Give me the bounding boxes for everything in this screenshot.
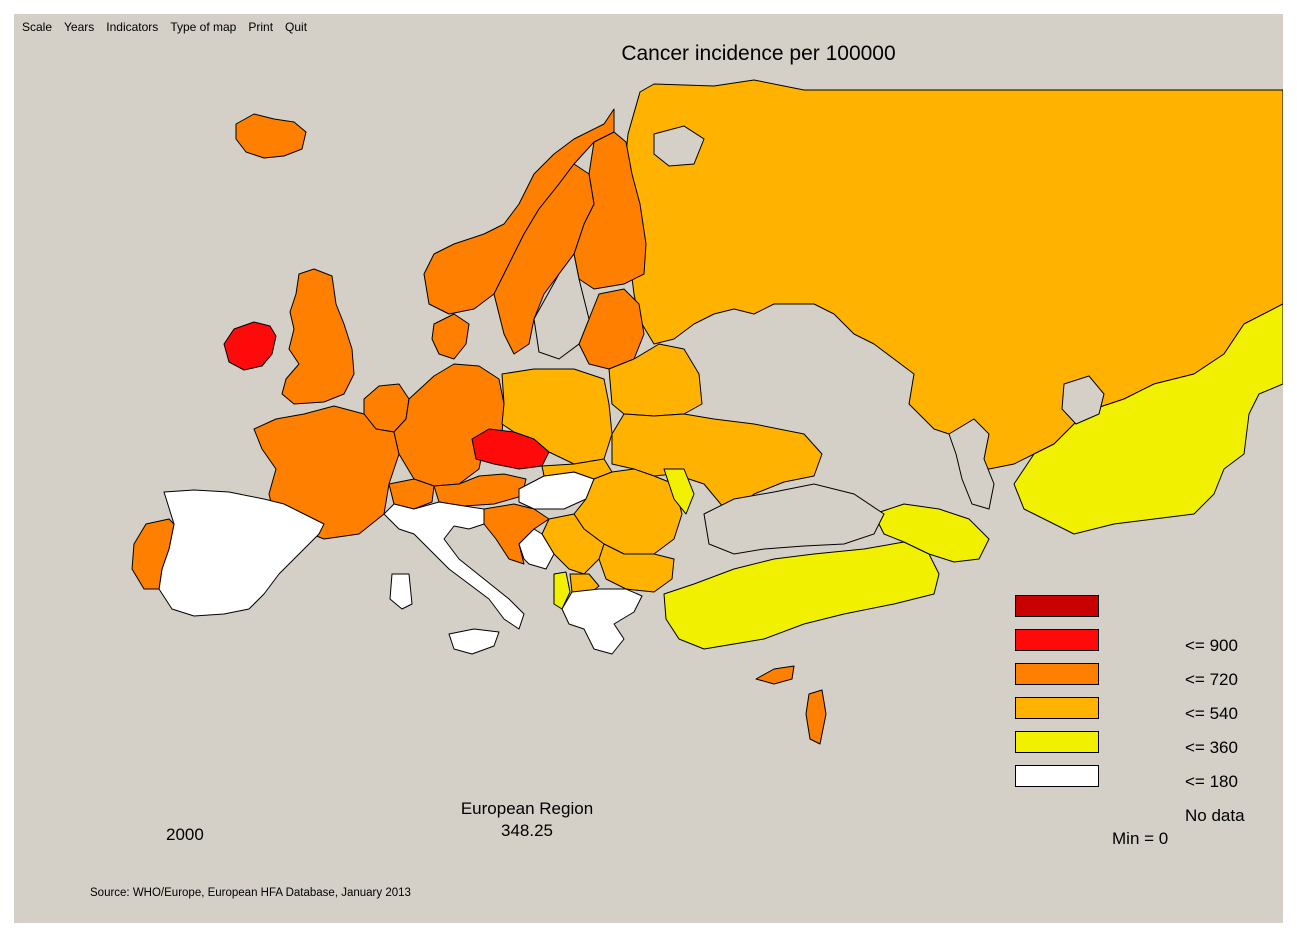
region-portugal[interactable] [131, 518, 175, 590]
menu-indicators[interactable]: Indicators [106, 20, 159, 34]
legend-label-180: <= 180 [1185, 772, 1238, 791]
legend-swatch-720-900 [1015, 629, 1099, 651]
europe-map [131, 79, 1283, 745]
menu-bar: Scale Years Indicators Type of map Print… [22, 20, 307, 36]
region-baltics[interactable] [578, 288, 645, 370]
region-united-kingdom[interactable] [281, 268, 355, 405]
region-germany[interactable] [393, 363, 505, 487]
legend-label-540: <= 540 [1185, 704, 1238, 723]
min-label: Min = 0 [1112, 829, 1169, 848]
year-label: 2000 [166, 825, 204, 844]
region-albania[interactable] [553, 571, 571, 610]
region-sicily[interactable] [448, 628, 500, 655]
region-denmark[interactable] [431, 313, 470, 360]
legend-label-360: <= 360 [1185, 738, 1238, 757]
region-ireland[interactable] [223, 321, 277, 371]
region-moldova[interactable] [663, 468, 695, 515]
legend-swatch-540-720 [1015, 663, 1099, 685]
region-caucasus[interactable] [873, 503, 990, 563]
region-sweden[interactable] [493, 163, 595, 355]
white-sea [653, 125, 705, 167]
menu-print[interactable]: Print [248, 20, 274, 34]
region-name: European Region [460, 799, 594, 818]
map-window: Scale Years Indicators Type of map Print… [14, 14, 1283, 923]
caspian-sea [948, 418, 995, 510]
legend-label-900: <= 900 [1185, 636, 1238, 655]
region-bosnia[interactable] [518, 528, 555, 570]
map-title: Cancer incidence per 100000 [621, 42, 896, 65]
legend-label-720: <= 720 [1185, 670, 1238, 689]
region-israel[interactable] [805, 689, 827, 745]
region-sardinia[interactable] [389, 573, 413, 610]
region-kazakhstan[interactable] [1013, 303, 1283, 535]
legend-swatch-360-540 [1015, 697, 1099, 719]
region-turkey[interactable] [663, 541, 940, 650]
region-greece[interactable] [561, 588, 643, 655]
region-value: 348.25 [501, 821, 553, 840]
aral-sea [1061, 375, 1105, 425]
region-france[interactable] [253, 405, 400, 540]
legend-label-no-data: No data [1185, 806, 1245, 825]
black-sea [703, 483, 885, 555]
legend-swatch-900-plus [1015, 595, 1099, 617]
region-italy[interactable] [383, 501, 525, 630]
menu-scale[interactable]: Scale [22, 20, 53, 34]
menu-quit[interactable]: Quit [285, 20, 308, 34]
region-belarus[interactable] [608, 343, 703, 417]
region-bulgaria[interactable] [598, 543, 675, 593]
menu-years[interactable]: Years [64, 20, 95, 34]
region-cyprus[interactable] [755, 665, 795, 685]
region-czech-republic[interactable] [471, 428, 550, 470]
menu-type-of-map[interactable]: Type of map [170, 20, 237, 34]
source-label: Source: WHO/Europe, European HFA Databas… [90, 887, 411, 899]
legend-swatch-0-180 [1015, 765, 1099, 787]
region-iceland[interactable] [235, 113, 307, 159]
baltic-sea [533, 252, 590, 360]
legend-swatch-180-360 [1015, 731, 1099, 753]
